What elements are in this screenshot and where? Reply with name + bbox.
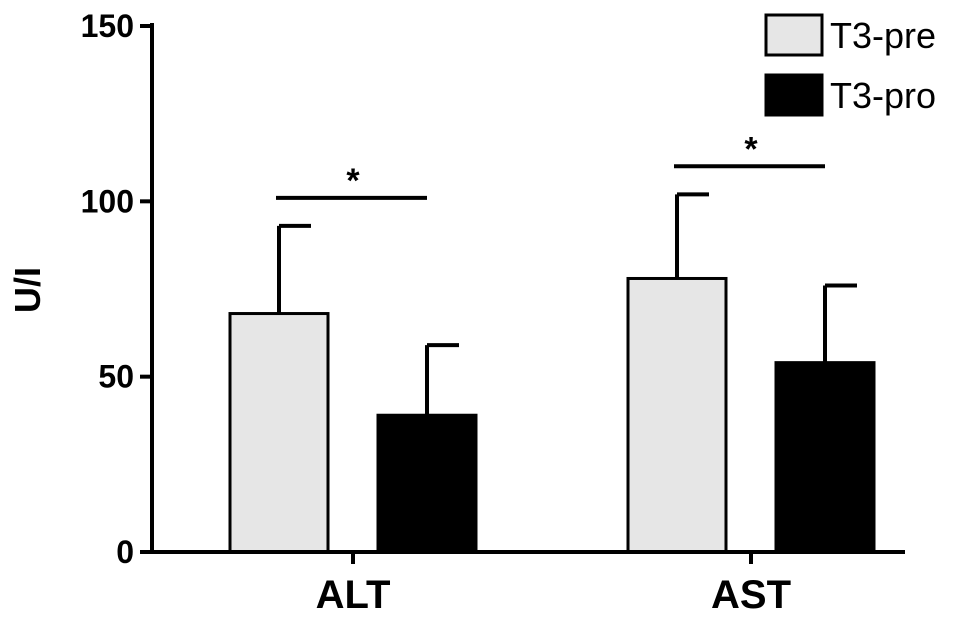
legend: T3-pre T3-pro	[764, 13, 936, 117]
significance-label-ast: *	[744, 130, 758, 168]
y-tick-label-100: 100	[81, 183, 134, 219]
legend-label-t3-pre: T3-pre	[830, 15, 936, 56]
bar-t3-pre-alt	[228, 312, 330, 554]
legend-label-t3-pro: T3-pro	[830, 75, 936, 116]
bar-t3-pro-alt	[376, 413, 478, 554]
y-axis-title: U/I	[7, 267, 48, 313]
legend-swatch-t3-pro	[764, 73, 824, 117]
x-category-label-ast: AST	[711, 573, 791, 617]
legend-swatch-t3-pre	[764, 13, 824, 57]
bar-t3-pre-ast	[626, 276, 728, 554]
significance-label-alt: *	[346, 162, 360, 200]
y-tick-label-150: 150	[81, 8, 134, 44]
y-tick-label-50: 50	[98, 359, 134, 395]
y-tick-label-0: 0	[116, 534, 134, 570]
plot-area: 0 50 100 150 ALT AST * *	[81, 8, 905, 617]
bar-t3-pro-ast	[774, 361, 876, 554]
x-category-label-alt: ALT	[316, 573, 391, 617]
